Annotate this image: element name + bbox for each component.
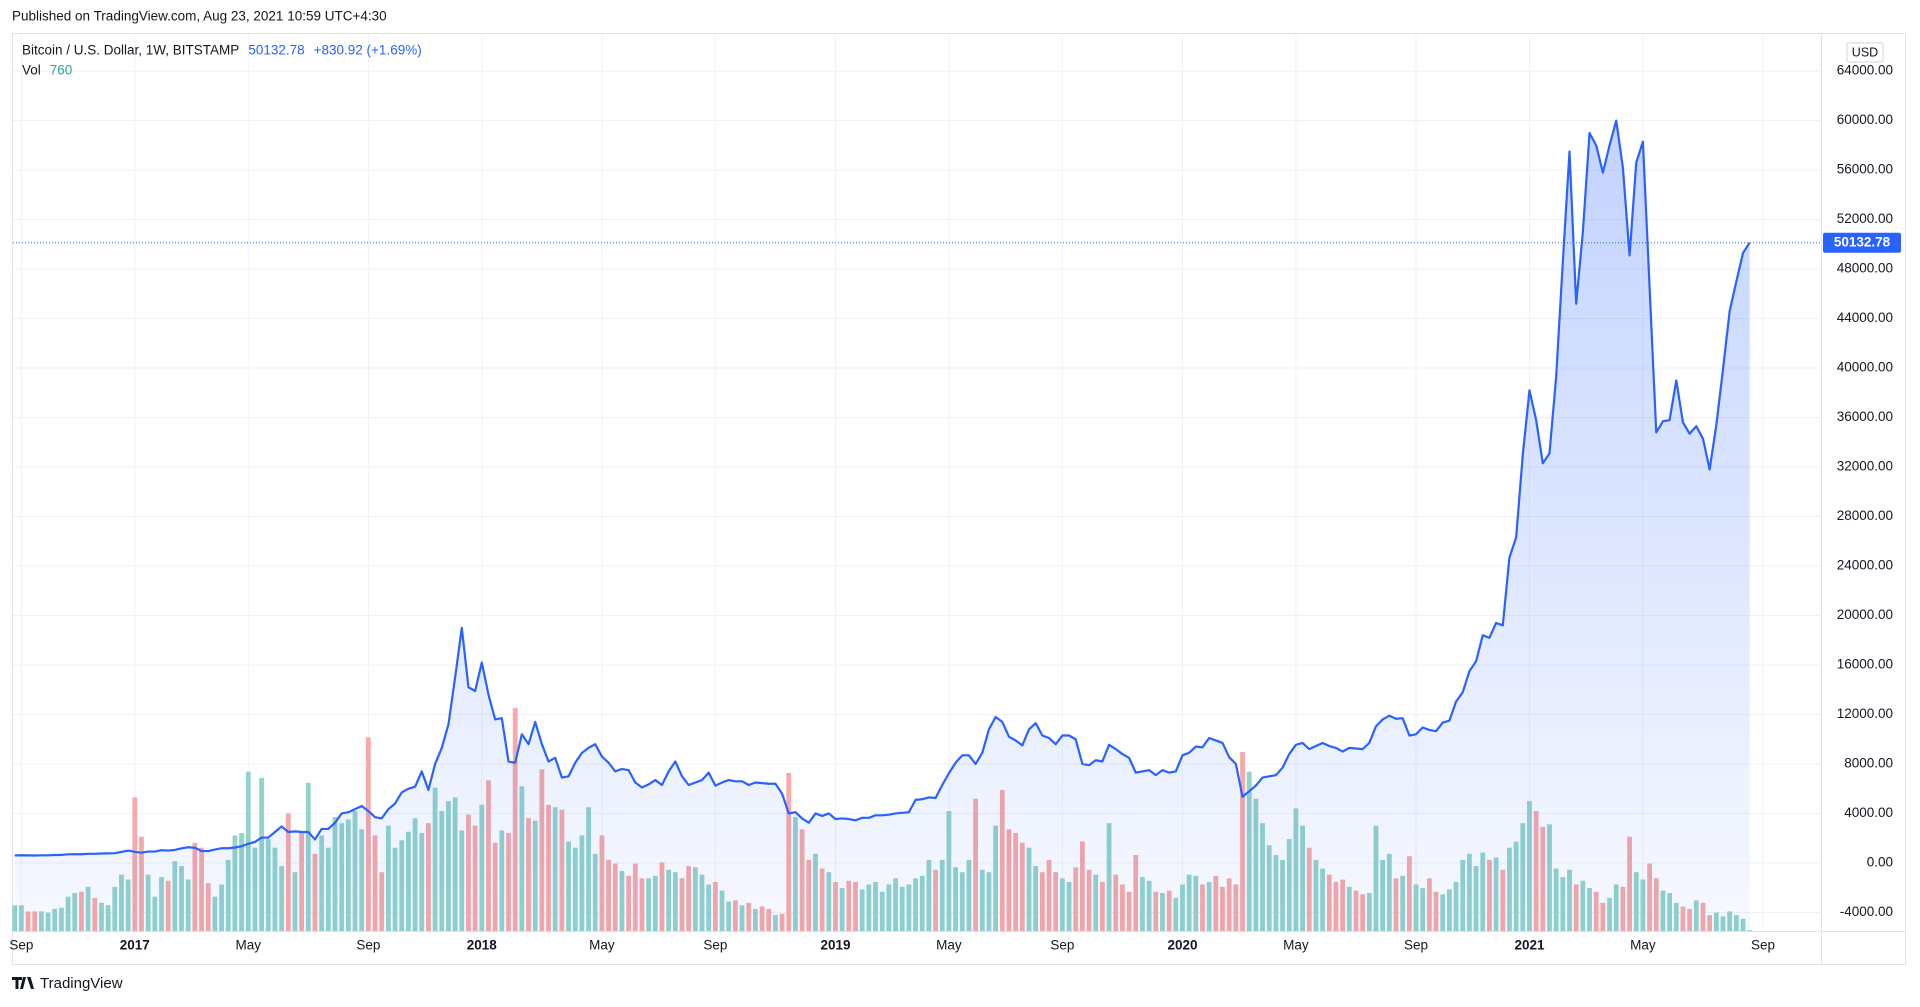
x-tick-label: Sep <box>356 938 380 953</box>
x-tick-label: Sep <box>1404 938 1428 953</box>
y-tick-label: 12000.00 <box>1837 706 1893 721</box>
x-tick-label: Sep <box>9 938 33 953</box>
x-tick-label: 2019 <box>820 938 850 953</box>
x-tick-label: Sep <box>703 938 727 953</box>
y-tick-label: -4000.00 <box>1840 904 1893 919</box>
legend: Bitcoin / U.S. Dollar, 1W, BITSTAMP 50132… <box>22 43 422 78</box>
footer-brand: TradingView <box>40 975 123 992</box>
currency-box[interactable] <box>1846 42 1884 63</box>
y-tick-label: 36000.00 <box>1837 409 1893 424</box>
logo-icon <box>12 977 34 989</box>
chart-frame <box>12 33 1906 965</box>
axes: -4000.00 0.00 4000.00 8000.00 12000.00 16000.… <box>9 63 1901 953</box>
x-tick-label: 2021 <box>1514 938 1545 953</box>
y-tick-label: 20000.00 <box>1837 607 1893 622</box>
y-tick-label: 0.00 <box>1867 855 1893 870</box>
legend-change: +830.92 (+1.69%) <box>314 43 422 58</box>
published-note: Published on TradingView.com, Aug 23, 20… <box>12 9 387 24</box>
x-tick-label: May <box>1283 938 1309 953</box>
x-tick-label: 2017 <box>120 938 150 953</box>
y-tick-label: 40000.00 <box>1837 360 1893 375</box>
y-tick-label: 24000.00 <box>1837 558 1893 573</box>
y-tick-label: 56000.00 <box>1837 162 1893 177</box>
y-tick-label: 60000.00 <box>1837 112 1893 127</box>
y-tick-label: 44000.00 <box>1837 310 1893 325</box>
price-series <box>13 119 1821 932</box>
x-tick-label: Sep <box>1050 938 1074 953</box>
x-tick-label: May <box>589 938 615 953</box>
x-tick-label: 2018 <box>467 938 498 953</box>
y-tick-label: 52000.00 <box>1837 211 1893 226</box>
y-tick-label: 32000.00 <box>1837 459 1893 474</box>
x-tick-label: Sep <box>1751 938 1775 953</box>
footer-logo: TradingView <box>12 975 123 992</box>
y-tick-label: 48000.00 <box>1837 261 1893 276</box>
legend-value: 50132.78 <box>248 43 304 58</box>
price-area <box>14 120 1750 932</box>
y-tick-label: 16000.00 <box>1837 657 1893 672</box>
legend-volume-value: 760 <box>50 63 73 78</box>
currency-label: USD <box>1852 45 1878 59</box>
y-tick-label: 4000.00 <box>1844 805 1893 820</box>
y-tick-label: 28000.00 <box>1837 508 1893 523</box>
legend-volume-name: Vol <box>22 63 41 78</box>
legend-series-name: Bitcoin / U.S. Dollar, 1W, BITSTAMP <box>22 43 239 58</box>
last-price-label: 50132.78 <box>1834 234 1891 249</box>
price-line <box>14 119 1751 857</box>
x-tick-label: May <box>235 938 261 953</box>
x-tick-label: May <box>1630 938 1656 953</box>
x-tick-label: 2020 <box>1167 938 1197 953</box>
last-price-box <box>1823 232 1901 253</box>
y-tick-label: 8000.00 <box>1844 756 1893 771</box>
x-tick-label: May <box>936 938 962 953</box>
y-tick-label: 64000.00 <box>1837 63 1893 78</box>
